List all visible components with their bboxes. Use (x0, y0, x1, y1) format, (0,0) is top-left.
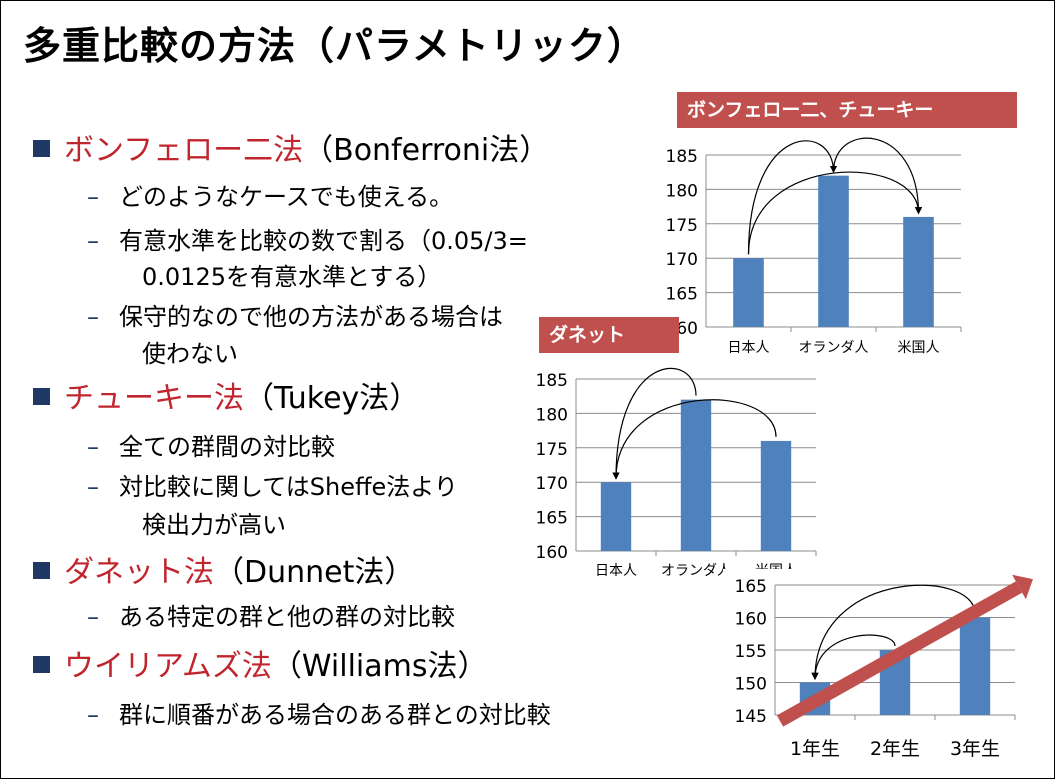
slide-title: 多重比較の方法（パラメトリック） (23, 24, 646, 68)
method-name: ボンフェロー二法 (64, 133, 304, 168)
point-text: 保守的なので他の方法がある場合は (119, 303, 503, 331)
y-tick-label: 175 (536, 440, 568, 460)
square-bullet-icon (33, 562, 50, 579)
method-name-en: （Bonferroni法） (303, 133, 550, 168)
point-text: どのようなケースでも使える。 (119, 183, 454, 211)
x-tick-label: 日本人 (595, 563, 637, 579)
y-tick-label: 165 (666, 285, 698, 305)
comparison-arrow (747, 140, 838, 255)
point: – どのようなケースでも使える。 (87, 177, 453, 212)
bar (733, 258, 764, 327)
point: – 群に順番がある場合のある群との対比較 (87, 695, 551, 730)
y-tick-label: 170 (666, 250, 698, 270)
point-text: ある特定の群と他の群の対比較 (119, 603, 455, 631)
x-tick-label: オランダ人 (661, 563, 731, 579)
x-tick-label: オランダ人 (799, 340, 869, 356)
comparison-arrow (747, 171, 923, 255)
bar (959, 617, 991, 715)
point: – 保守的なので他の方法がある場合は (87, 297, 503, 332)
comparison-arrow (612, 399, 777, 480)
point-text: 全ての群間の対比較 (119, 433, 335, 461)
y-tick-label: 170 (536, 474, 568, 494)
comparison-arrow (832, 137, 923, 215)
dash-bullet-icon: – (87, 227, 99, 255)
dash-bullet-icon: – (87, 473, 99, 501)
y-tick-label: 175 (666, 216, 698, 236)
method-name: ウイリアムズ法 (64, 649, 272, 684)
dash-bullet-icon: – (87, 183, 99, 211)
point: – ある特定の群と他の群の対比較 (87, 597, 455, 632)
dash-bullet-icon: – (87, 603, 99, 631)
point-continuation: 検出力が高い (142, 511, 286, 539)
bar (600, 482, 632, 551)
y-tick-label: 185 (536, 371, 568, 391)
y-tick-label: 160 (735, 610, 767, 630)
y-tick-label: 180 (666, 181, 698, 201)
method-name-en: （Williams法） (271, 649, 488, 684)
x-tick-label: 3年生 (950, 738, 1000, 760)
y-tick-label: 165 (735, 577, 767, 597)
method-dunnett: ダネット法（Dunnet法） (33, 547, 414, 591)
comparison-arrow (612, 367, 697, 480)
point: – 対比較に関してはSheffe法より (87, 467, 458, 502)
bar (903, 216, 934, 327)
point-text: 対比較に関してはSheffe法より (119, 473, 458, 501)
x-tick-label: 日本人 (728, 340, 770, 356)
method-name: ダネット法 (64, 555, 214, 590)
y-tick-label: 160 (536, 543, 568, 563)
point-text: 有意水準を比較の数で割る（0.05/3= (119, 227, 528, 255)
method-tukey: チューキー法（Tukey法） (33, 373, 419, 417)
square-bullet-icon (33, 656, 50, 673)
dash-bullet-icon: – (87, 701, 99, 729)
trend-arrow-head (1012, 574, 1033, 600)
y-tick-label: 155 (735, 642, 767, 662)
label-bonferroni-tukey: ボンフェロー二、チューキー (677, 92, 1017, 128)
x-tick-label: 米国人 (898, 340, 940, 356)
comparison-arrow (811, 634, 896, 680)
method-name-en: （Tukey法） (244, 381, 420, 416)
method-name: チューキー法 (64, 381, 244, 416)
dash-bullet-icon: – (87, 433, 99, 461)
chart-williams: 145 150 155 160 165 1年生 2年生 3年生 (723, 569, 1033, 774)
method-name-en: （Dunnet法） (214, 555, 415, 590)
label-dunnett: ダネット (539, 317, 679, 353)
method-williams: ウイリアムズ法（Williams法） (33, 641, 488, 685)
point: – 有意水準を比較の数で割る（0.05/3= (87, 221, 528, 256)
point-text: 群に順番がある場合のある群との対比較 (119, 701, 551, 729)
method-bonferroni: ボンフェロー二法（Bonferroni法） (33, 125, 549, 169)
point: – 全ての群間の対比較 (87, 427, 335, 462)
y-tick-label: 180 (536, 405, 568, 425)
x-tick-label: 2年生 (870, 738, 920, 760)
point-continuation: 0.0125を有意水準とする） (142, 263, 442, 291)
y-tick-label: 185 (666, 147, 698, 167)
x-tick-label: 1年生 (790, 738, 840, 760)
point-continuation: 使わない (142, 340, 238, 368)
square-bullet-icon (33, 388, 50, 405)
y-tick-label: 145 (735, 707, 767, 727)
dash-bullet-icon: – (87, 303, 99, 331)
square-bullet-icon (33, 140, 50, 157)
bar (680, 399, 712, 551)
trend-arrow (776, 581, 1023, 727)
y-tick-label: 150 (735, 675, 767, 695)
comparison-arrow (811, 584, 976, 680)
bar (818, 175, 849, 327)
bar (760, 440, 792, 551)
y-tick-label: 165 (536, 509, 568, 529)
